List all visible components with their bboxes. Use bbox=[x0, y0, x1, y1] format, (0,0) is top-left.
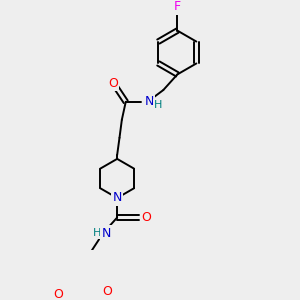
Text: H: H bbox=[154, 100, 162, 110]
Text: H: H bbox=[93, 228, 101, 238]
Text: N: N bbox=[145, 95, 154, 108]
Text: O: O bbox=[102, 285, 112, 298]
Text: N: N bbox=[101, 227, 111, 240]
Text: O: O bbox=[54, 288, 63, 300]
Text: O: O bbox=[141, 211, 151, 224]
Text: O: O bbox=[108, 76, 118, 89]
Text: N: N bbox=[112, 191, 122, 205]
Text: F: F bbox=[174, 0, 181, 13]
